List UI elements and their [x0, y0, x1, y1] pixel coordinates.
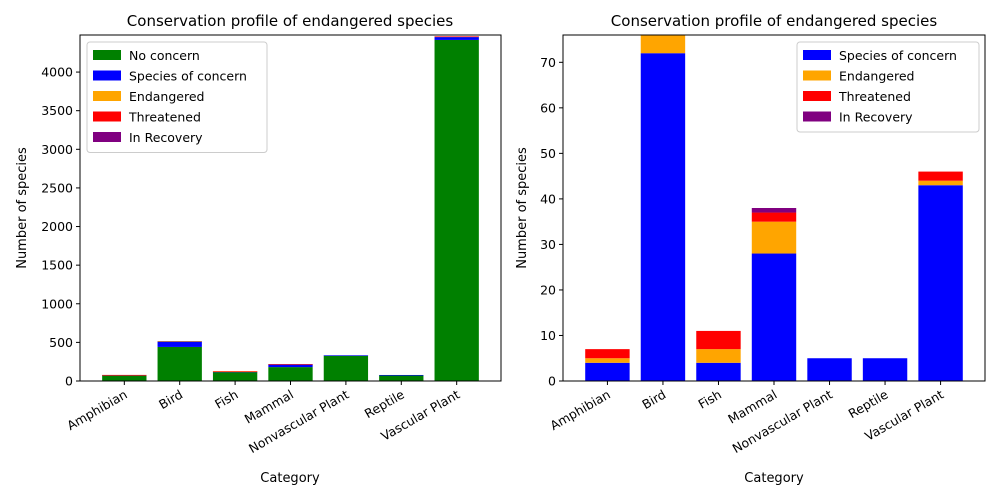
- left-bar-bird-no-concern: [157, 346, 202, 381]
- left-ytick-label-2500: 2500: [41, 180, 73, 195]
- right-bar-reptile-species-of-concern: [862, 358, 908, 381]
- right-ytick-label-0: 0: [548, 374, 556, 389]
- right-bar-mammal-threatened: [751, 212, 797, 222]
- left-legend-label-no-concern: No concern: [129, 48, 200, 63]
- right-bar-vascular-plant-threatened: [918, 171, 963, 181]
- left-bar-vascular-plant-no-concern: [434, 39, 479, 381]
- left-bar-amphibian-threatened: [102, 374, 147, 376]
- right-ytick-label-20: 20: [540, 282, 556, 297]
- right-chart-plot-area: [562, 34, 986, 382]
- right-ytick-label-60: 60: [540, 100, 556, 115]
- right-bar-vascular-plant-species-of-concern: [918, 185, 963, 381]
- left-legend-swatch-endangered: [93, 91, 121, 101]
- left-chart-panel: Conservation profile of endangered speci…: [15, 12, 502, 486]
- left-bar-nonvascular-plant-species-of-concern: [323, 355, 369, 356]
- right-bar-mammal-in-recovery: [751, 208, 797, 213]
- right-chart-ylabel: Number of species: [515, 147, 530, 269]
- left-bar-amphibian-no-concern: [102, 375, 147, 381]
- right-chart-legend: Species of concern Endangered Threatened In…: [796, 41, 980, 133]
- left-ytick-label-0: 0: [65, 374, 73, 389]
- left-chart-title: Conservation profile of endangered speci…: [127, 12, 454, 30]
- right-chart-xlabel: Category: [744, 471, 804, 486]
- right-legend-swatch-species-of-concern: [803, 50, 831, 60]
- left-legend-swatch-in-recovery: [93, 132, 121, 142]
- left-legend-label-species-of-concern: Species of concern: [129, 69, 247, 84]
- left-ytick-label-2000: 2000: [41, 219, 73, 234]
- right-bar-fish-threatened: [696, 330, 741, 350]
- right-legend-label-endangered: Endangered: [839, 69, 914, 84]
- left-bar-reptile-no-concern: [379, 375, 424, 381]
- right-chart-bars: [585, 35, 963, 382]
- left-bar-fish-endangered: [212, 371, 258, 373]
- right-bar-amphibian-endangered: [585, 358, 630, 363]
- right-bar-vascular-plant-endangered: [918, 180, 963, 186]
- right-legend-label-threatened: Threatened: [838, 89, 911, 104]
- left-legend-label-threatened: Threatened: [128, 110, 201, 125]
- right-bar-amphibian-species-of-concern: [585, 362, 630, 381]
- left-ytick-label-3000: 3000: [41, 142, 73, 157]
- left-legend-swatch-threatened: [93, 111, 121, 122]
- left-bar-vascular-plant-species-of-concern: [434, 36, 479, 40]
- right-legend-swatch-in-recovery: [803, 111, 831, 122]
- left-ytick-label-500: 500: [49, 335, 73, 350]
- left-legend-swatch-no-concern: [93, 50, 121, 60]
- left-chart-plot-area: [79, 34, 502, 382]
- right-bar-nonvascular-plant-species-of-concern: [807, 358, 852, 381]
- left-bar-mammal-no-concern: [268, 367, 313, 381]
- right-bar-fish-endangered: [696, 349, 741, 363]
- left-bar-nonvascular-plant-no-concern: [323, 355, 369, 381]
- left-legend-label-in-recovery: In Recovery: [129, 130, 203, 145]
- right-bar-mammal-endangered: [751, 221, 797, 254]
- left-chart-ylabel: Number of species: [15, 147, 30, 269]
- left-bar-fish-threatened: [212, 371, 258, 372]
- right-bar-amphibian-threatened: [585, 349, 630, 359]
- left-legend-swatch-species-of-concern: [93, 70, 121, 81]
- left-bar-reptile-species-of-concern: [379, 374, 424, 376]
- left-bar-bird-species-of-concern: [157, 341, 202, 347]
- left-bar-mammal-species-of-concern: [268, 364, 313, 368]
- left-chart-xlabel: Category: [260, 471, 320, 486]
- right-ytick-label-40: 40: [540, 191, 556, 206]
- right-bar-fish-species-of-concern: [696, 362, 741, 381]
- left-bar-bird-endangered: [157, 341, 202, 342]
- right-bar-bird-species-of-concern: [640, 53, 686, 382]
- left-legend-label-endangered: Endangered: [129, 89, 204, 104]
- right-ytick-label-50: 50: [540, 146, 556, 161]
- right-legend-label-species-of-concern: Species of concern: [839, 48, 957, 63]
- right-bar-mammal-species-of-concern: [751, 253, 797, 381]
- left-chart-bars: [102, 36, 479, 381]
- right-ytick-label-70: 70: [540, 55, 556, 70]
- right-legend-box: [796, 41, 980, 133]
- left-ytick-label-4000: 4000: [41, 65, 73, 80]
- right-legend-swatch-endangered: [803, 70, 831, 81]
- right-legend-swatch-threatened: [803, 91, 831, 101]
- left-bar-vascular-plant-threatened: [434, 36, 479, 37]
- left-ytick-label-1500: 1500: [41, 258, 73, 273]
- right-legend-label-in-recovery: In Recovery: [839, 110, 913, 125]
- left-ytick-label-3500: 3500: [41, 103, 73, 118]
- right-bar-bird-endangered: [640, 35, 686, 54]
- left-chart-legend: No concern Species of concern Endangered Th…: [86, 41, 268, 153]
- right-ytick-label-10: 10: [540, 328, 556, 343]
- left-ytick-label-1000: 1000: [41, 296, 73, 311]
- left-legend-box: [86, 41, 268, 153]
- right-ytick-label-30: 30: [540, 237, 556, 252]
- left-bar-fish-no-concern: [212, 372, 258, 381]
- right-chart-title: Conservation profile of endangered speci…: [611, 12, 938, 30]
- left-bar-mammal-in-recovery: [268, 364, 313, 365]
